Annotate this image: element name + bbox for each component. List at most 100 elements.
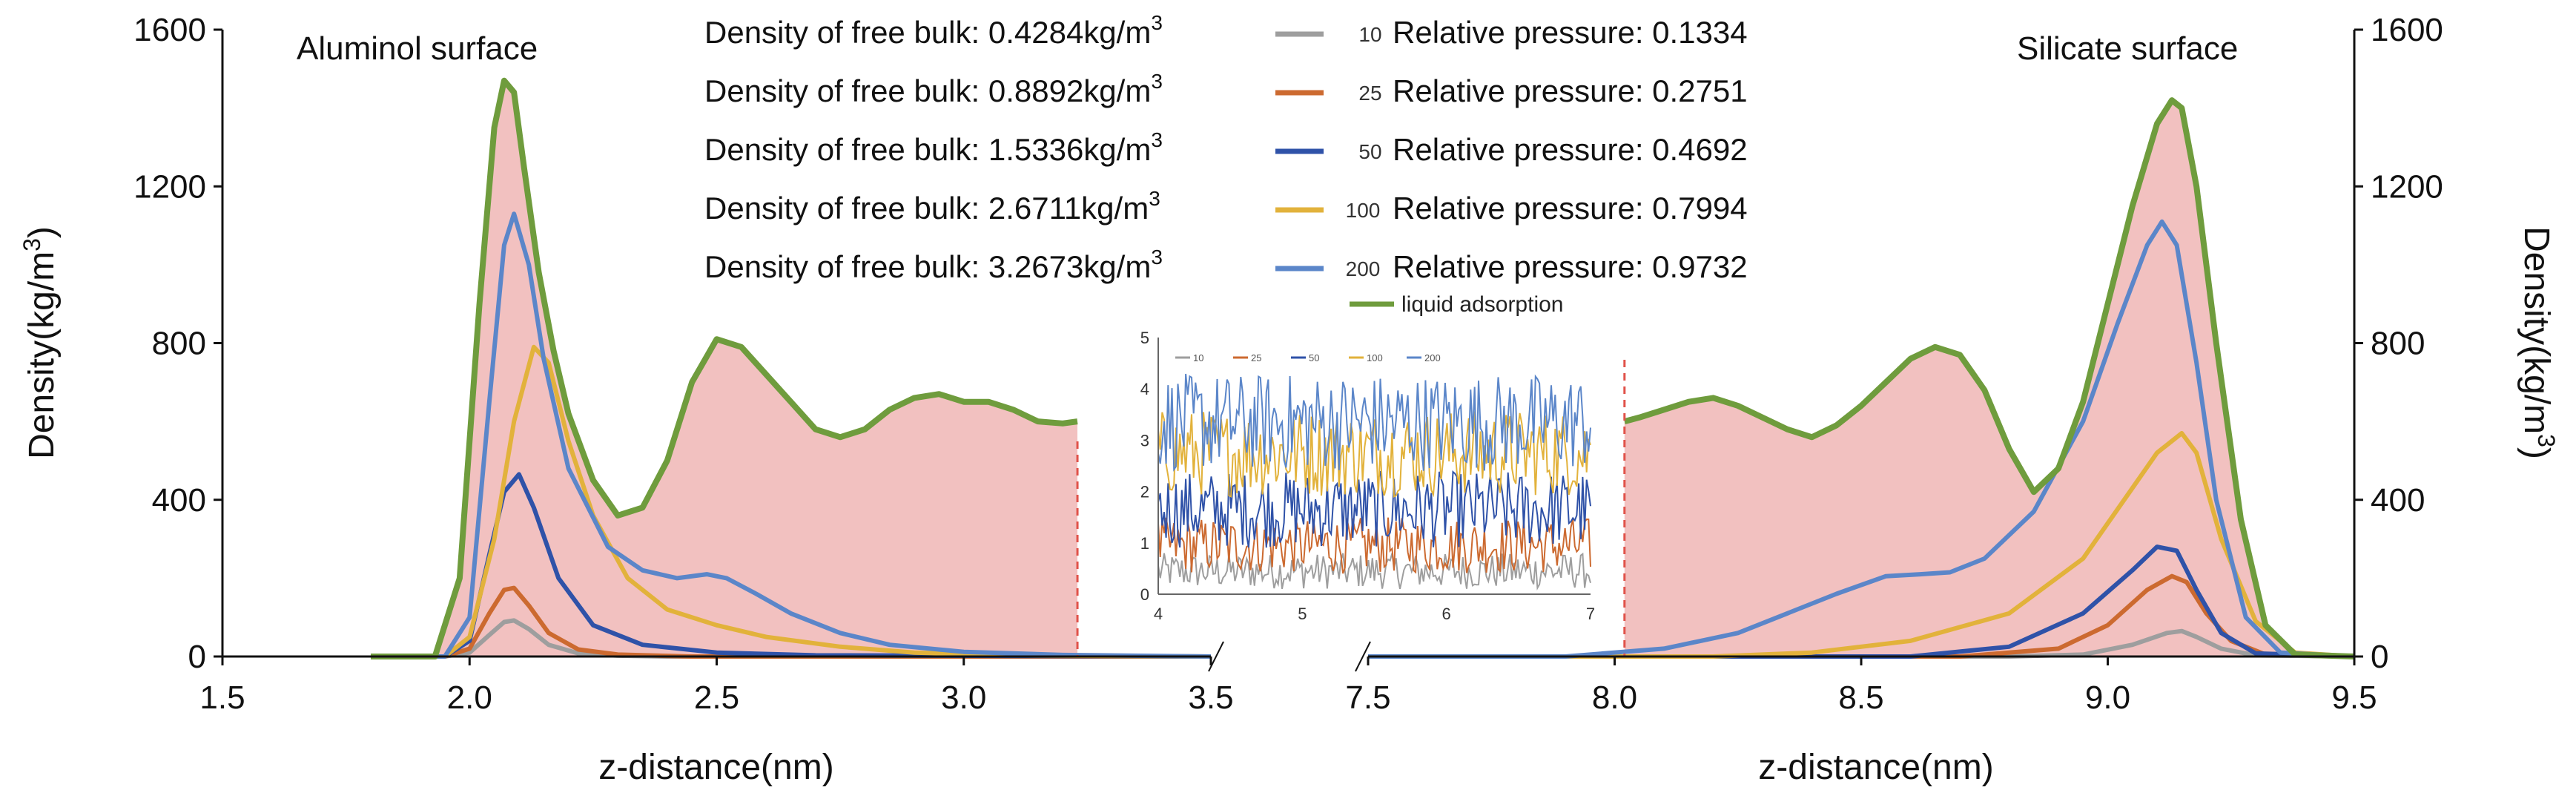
inset-legend-label-25: 25 — [1251, 352, 1261, 363]
right-y-axis-label: Density(kg/m3) — [2517, 226, 2560, 459]
left-series-line-liquid-adsorption — [371, 77, 1078, 659]
left-liquid-fill-area — [371, 80, 1077, 657]
inset-series-line-200 — [1157, 373, 1591, 472]
left-y-axis-label: Density(kg/m3) — [19, 226, 62, 459]
left-y-axis-label-close: ) — [22, 226, 62, 238]
right-series-line-liquid-adsorption — [1623, 97, 2355, 659]
right-series-line-200 — [1368, 219, 2355, 659]
legend-density-text-100: Density of free bulk: 2.6711kg/m3 — [704, 187, 1160, 226]
right-series-line-100 — [1368, 431, 2355, 659]
legend-density-unit-exp: 3 — [1151, 11, 1163, 34]
legend-pressure-text-10: Relative pressure: 0.1334 — [1393, 15, 1748, 50]
right-panel-title: Silicate surface — [2017, 30, 2238, 67]
left-series-line-200 — [371, 211, 1212, 659]
inset-y-tick-label: 0 — [1140, 585, 1149, 604]
legend-pressure-text-100: Relative pressure: 0.7994 — [1393, 191, 1748, 226]
left-y-ticks: 0 400 800 1200 1600 — [133, 12, 222, 675]
inset-y-tick-label: 5 — [1140, 329, 1149, 347]
inset-legend-label-50: 50 — [1309, 352, 1319, 363]
left-x-tick-label: 2.5 — [694, 680, 739, 716]
inset-legend: 10 25 50 100 200 — [1175, 352, 1441, 363]
left-series-line-50 — [371, 472, 1212, 659]
inset-legend-label-100: 100 — [1367, 352, 1383, 363]
right-y-axis-label-close: ) — [2517, 447, 2556, 459]
left-x-tick-label: 3.0 — [941, 680, 986, 716]
right-panel: 7.5 8.0 8.5 9.0 9.5 0 400 800 1200 1600 Silicate… — [1345, 12, 2560, 787]
left-y-axis-label-exp: 3 — [19, 238, 45, 251]
legend-density-unit-exp: 3 — [1151, 70, 1163, 93]
left-series-line-25 — [371, 585, 1211, 659]
left-panel: 1.5 2.0 2.5 3.0 3.5 0 400 800 1200 1600 Aluminol… — [19, 12, 1234, 787]
right-x-tick-label: 8.5 — [1838, 680, 1883, 716]
legend-density-text-10: Density of free bulk: 0.4284kg/m3 — [704, 11, 1163, 50]
inset-y-tick-label: 4 — [1140, 380, 1149, 398]
inset-x-ticks: 4 5 6 7 — [1154, 605, 1595, 623]
right-series-lines — [1368, 97, 2355, 659]
legend-pressure-text-200: Relative pressure: 0.9732 — [1393, 249, 1748, 284]
right-x-tick-label: 9.0 — [2085, 680, 2130, 716]
right-x-ticks: 7.5 8.0 8.5 9.0 9.5 — [1345, 657, 2377, 716]
right-series-line-50 — [1368, 544, 2355, 659]
legend-pressure-text-25: Relative pressure: 0.2751 — [1393, 73, 1748, 108]
inset-chart: 4 5 6 7 0 1 2 3 4 5 10 25 50 100 200 — [1140, 329, 1595, 623]
axis-break — [1208, 641, 1371, 672]
left-y-axis-label-main: Density(kg/m — [22, 251, 62, 459]
legend-series-number-50: 50 — [1358, 140, 1381, 163]
left-y-tick-label: 1200 — [133, 168, 206, 205]
left-x-tick-label: 1.5 — [199, 680, 245, 716]
right-x-tick-label: 9.5 — [2331, 680, 2377, 716]
inset-x-tick-label: 4 — [1154, 605, 1163, 623]
right-y-tick-label: 0 — [2371, 639, 2388, 675]
legend-density-text-25: Density of free bulk: 0.8892kg/m3 — [704, 70, 1163, 108]
inset-series-line-100 — [1157, 411, 1591, 498]
legend-pressure-text-50: Relative pressure: 0.4692 — [1393, 132, 1748, 167]
inset-y-tick-label: 3 — [1140, 431, 1149, 450]
inset-background — [1146, 338, 1591, 594]
inset-legend-label-10: 10 — [1193, 352, 1203, 363]
inset-series-line-25 — [1157, 517, 1591, 574]
inset-y-tick-label: 1 — [1140, 534, 1149, 553]
right-y-tick-label: 1600 — [2371, 12, 2443, 48]
right-y-tick-label: 400 — [2371, 482, 2425, 519]
right-y-ticks: 0 400 800 1200 1600 — [2354, 12, 2443, 675]
inset-series-line-50 — [1157, 470, 1591, 548]
inset-y-ticks: 0 1 2 3 4 5 — [1140, 329, 1149, 604]
legend-density-value: Density of free bulk: 0.4284kg/m — [704, 15, 1151, 50]
legend-density-value: Density of free bulk: 1.5336kg/m — [704, 132, 1151, 167]
legend-density-value: Density of free bulk: 2.6711kg/m — [704, 191, 1149, 226]
legend-density-value: Density of free bulk: 0.8892kg/m — [704, 73, 1151, 108]
inset-y-tick-label: 2 — [1140, 483, 1149, 501]
right-x-tick-label: 8.0 — [1592, 680, 1637, 716]
left-y-tick-label: 400 — [152, 482, 206, 519]
left-series-lines — [371, 77, 1212, 659]
left-x-ticks: 1.5 2.0 2.5 3.0 3.5 — [199, 657, 1234, 716]
legend-series-number-25: 25 — [1358, 82, 1381, 105]
left-x-tick-label: 2.0 — [447, 680, 492, 716]
left-y-tick-label: 1600 — [133, 12, 206, 48]
inset-x-tick-label: 7 — [1586, 605, 1595, 623]
legend-series-number-10: 10 — [1358, 23, 1381, 46]
left-x-axis-label: z-distance(nm) — [598, 748, 833, 787]
inset-x-tick-label: 6 — [1442, 605, 1451, 623]
left-x-tick-label: 3.5 — [1188, 680, 1233, 716]
left-y-tick-label: 800 — [152, 326, 206, 362]
legend-density-text-50: Density of free bulk: 1.5336kg/m3 — [704, 128, 1163, 167]
inset-series-line-10 — [1157, 552, 1591, 590]
right-y-tick-label: 1200 — [2371, 168, 2443, 205]
legend-density-value: Density of free bulk: 3.2673kg/m — [704, 249, 1151, 284]
inset-legend-label-200: 200 — [1424, 352, 1441, 363]
inset-series-lines — [1157, 373, 1591, 590]
right-y-axis-label-exp: 3 — [2533, 434, 2560, 447]
legend-liquid-adsorption-label: liquid adsorption — [1401, 292, 1563, 317]
right-y-tick-label: 800 — [2371, 326, 2425, 362]
legend-series-number-100: 100 — [1346, 199, 1381, 222]
legend-density-unit-exp: 3 — [1149, 187, 1160, 210]
legend-density-unit-exp: 3 — [1151, 128, 1163, 151]
legend-series-number-200: 200 — [1346, 257, 1381, 280]
right-liquid-fill-area — [1624, 100, 2354, 657]
right-x-tick-label: 7.5 — [1345, 680, 1390, 716]
inset-x-tick-label: 5 — [1298, 605, 1307, 623]
left-y-tick-label: 0 — [188, 639, 206, 675]
